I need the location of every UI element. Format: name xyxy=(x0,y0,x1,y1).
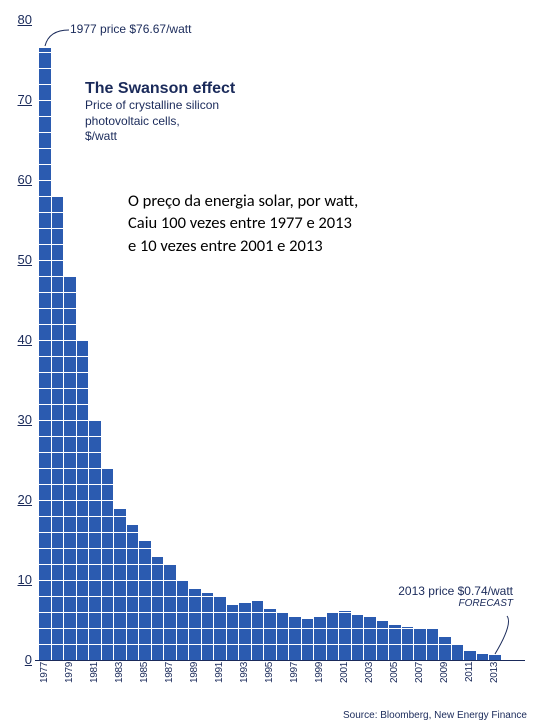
bar xyxy=(327,613,339,660)
bar xyxy=(252,601,264,660)
y-tick-label: 10 xyxy=(2,572,32,587)
bar xyxy=(389,625,401,660)
x-tick-label: 1991 xyxy=(214,662,226,683)
bar xyxy=(277,613,289,660)
bar xyxy=(177,581,189,660)
y-tick-label: 40 xyxy=(2,332,32,347)
callout-2013-text: 2013 price $0.74/watt xyxy=(398,584,513,598)
bar xyxy=(439,637,451,660)
bar xyxy=(264,609,276,660)
bar xyxy=(239,603,251,660)
x-tick-label: 1987 xyxy=(164,662,176,683)
bar xyxy=(464,651,476,660)
callout-2013-sub: FORECAST xyxy=(398,598,513,609)
swanson-effect-chart: 1977 price $76.67/watt The Swanson effec… xyxy=(0,0,535,725)
bar xyxy=(214,597,226,660)
bar xyxy=(189,589,201,660)
bar xyxy=(227,605,239,660)
bar xyxy=(402,627,414,660)
plot-area xyxy=(35,20,525,661)
y-tick-label: 80 xyxy=(2,12,32,27)
bar xyxy=(364,617,376,660)
y-tick-label: 30 xyxy=(2,412,32,427)
x-tick-label: 1983 xyxy=(114,662,126,683)
callout-2013-line xyxy=(493,614,521,656)
bar xyxy=(64,277,76,660)
x-tick-label: 1985 xyxy=(139,662,151,683)
x-tick-label: 1999 xyxy=(314,662,326,683)
bar xyxy=(377,621,389,660)
x-tick-label: 2013 xyxy=(489,662,501,683)
bar xyxy=(202,593,214,660)
bar xyxy=(427,629,439,660)
x-tick-label: 2009 xyxy=(439,662,451,683)
y-tick-label: 0 xyxy=(2,652,32,667)
y-tick-label: 20 xyxy=(2,492,32,507)
bar xyxy=(352,615,364,660)
x-tick-label: 2001 xyxy=(339,662,351,683)
bar xyxy=(339,611,351,660)
x-tick-label: 1997 xyxy=(289,662,301,683)
bar xyxy=(89,421,101,660)
bar xyxy=(139,541,151,660)
callout-2013: 2013 price $0.74/watt FORECAST xyxy=(398,584,513,609)
bar xyxy=(452,645,464,660)
x-tick-label: 2003 xyxy=(364,662,376,683)
x-tick-label: 2007 xyxy=(414,662,426,683)
x-axis-labels: 1977197819791980198119821983198419851986… xyxy=(39,662,501,683)
bar xyxy=(314,617,326,660)
bar xyxy=(77,341,89,660)
bar xyxy=(302,619,314,660)
bar xyxy=(152,557,164,660)
bar xyxy=(477,654,489,660)
bar xyxy=(52,197,64,660)
x-tick-label: 2005 xyxy=(389,662,401,683)
x-tick-label: 1989 xyxy=(189,662,201,683)
bar xyxy=(414,629,426,660)
bar xyxy=(127,525,139,660)
y-tick-label: 60 xyxy=(2,172,32,187)
bar xyxy=(164,565,176,660)
x-tick-label: 1977 xyxy=(39,662,51,683)
x-tick-label: 1993 xyxy=(239,662,251,683)
source-credit: Source: Bloomberg, New Energy Finance xyxy=(343,710,527,721)
x-tick-label: 1979 xyxy=(64,662,76,683)
bars-container xyxy=(39,20,501,660)
bar xyxy=(114,509,126,660)
bar xyxy=(39,48,51,660)
bar xyxy=(102,469,114,660)
x-tick-label: 1995 xyxy=(264,662,276,683)
x-tick-label: 2011 xyxy=(464,662,476,683)
y-tick-label: 50 xyxy=(2,252,32,267)
y-tick-label: 70 xyxy=(2,92,32,107)
x-tick-label: 1981 xyxy=(89,662,101,683)
bar xyxy=(289,617,301,660)
